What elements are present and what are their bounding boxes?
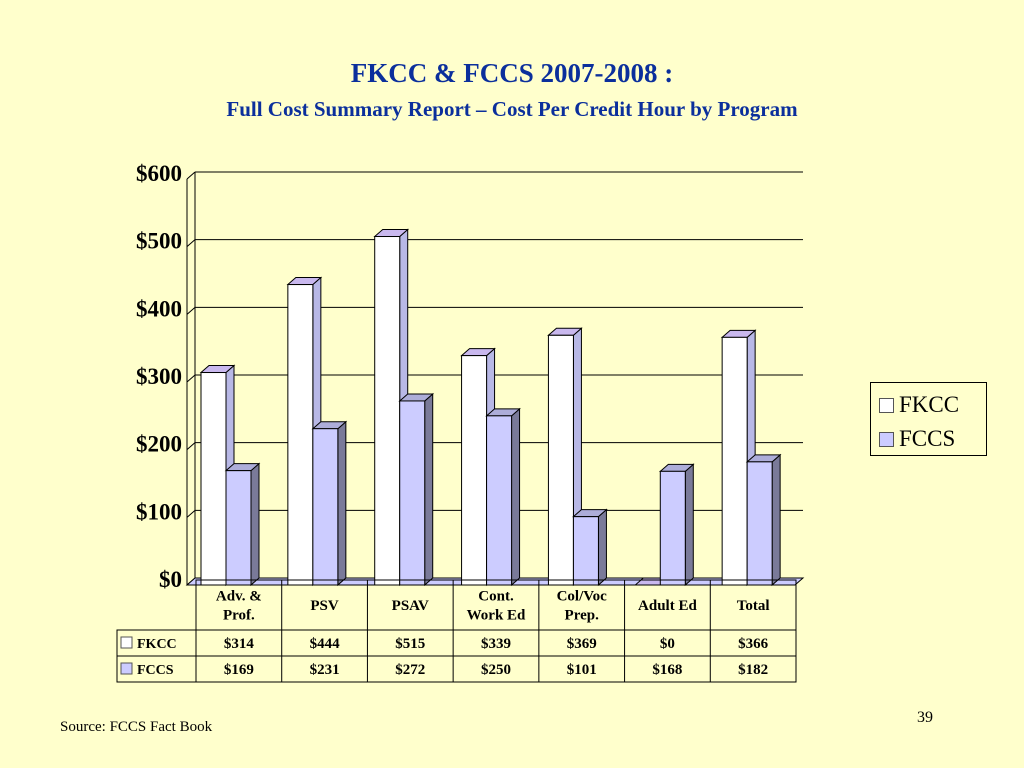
legend-item-fccs: FCCS	[879, 425, 955, 453]
bar-fccs	[485, 407, 521, 587]
gridline-depth	[186, 239, 196, 248]
bar-fccs	[224, 462, 261, 587]
source-note: Source: FCCS Fact Book	[60, 719, 213, 735]
bar-fccs	[311, 420, 348, 587]
y-tick-label: $400	[136, 296, 182, 321]
gridline-depth	[186, 374, 196, 383]
legend-label-fkcc: FKCC	[899, 392, 960, 417]
x-category-label: PSV	[310, 598, 339, 614]
table-value: $168	[652, 662, 682, 678]
x-category-label: PSAV	[392, 598, 429, 614]
x-category-label: Adult Ed	[638, 598, 697, 614]
y-tick-label: $500	[136, 229, 182, 254]
table-value: $314	[224, 636, 255, 652]
y-tick-label: $600	[136, 161, 182, 186]
bar-fccs	[572, 508, 608, 587]
y-tick-label: $200	[136, 432, 182, 457]
x-category-label: Total	[737, 598, 770, 614]
bar-fkcc	[720, 329, 757, 587]
table-swatch-fccs	[120, 662, 133, 675]
legend-swatch-fccs	[879, 431, 894, 447]
y-tick-label: $100	[136, 499, 182, 524]
legend-item-fkcc: FKCC	[879, 391, 959, 419]
table-value: $515	[395, 636, 425, 652]
chart-legend: FKCC FCCS	[870, 382, 987, 456]
y-tick-label: $0	[159, 567, 182, 592]
gridline-depth	[186, 306, 196, 315]
table-value: $444	[310, 636, 341, 652]
slide-title: FKCC & FCCS 2007-2008 :	[350, 58, 674, 88]
table-series-label: FKCC	[137, 637, 177, 652]
gridline-depth	[186, 171, 196, 180]
legend-label-fccs: FCCS	[899, 426, 956, 451]
x-category-label: Adv. &	[216, 589, 262, 605]
gridline-depth	[186, 442, 196, 451]
bar-fccs	[658, 463, 695, 587]
table-value: $0	[660, 636, 675, 652]
page-number: 39	[917, 709, 933, 726]
slide-subtitle: Full Cost Summary Report – Cost Per Cred…	[226, 97, 798, 121]
table-value: $231	[310, 662, 340, 678]
legend-swatch-fkcc	[879, 397, 894, 413]
table-value: $366	[738, 636, 769, 652]
table-swatch-fkcc	[120, 636, 133, 649]
bar-fccs	[398, 392, 435, 587]
y-tick-label: $300	[136, 364, 182, 389]
table-value: $182	[738, 662, 768, 678]
bar-fccs	[745, 453, 782, 587]
table-value: $272	[395, 662, 425, 678]
x-category-label: Col/Voc	[557, 589, 608, 605]
table-value: $339	[481, 636, 511, 652]
x-category-label: Prep.	[565, 608, 600, 624]
x-category-label: Cont.	[478, 589, 514, 605]
gridline-depth	[186, 509, 196, 518]
table-value: $369	[567, 636, 597, 652]
table-value: $169	[224, 662, 254, 678]
table-series-label: FCCS	[137, 663, 174, 678]
table-value: $250	[481, 662, 511, 678]
x-category-label: Prof.	[223, 608, 255, 624]
table-value: $101	[567, 662, 597, 678]
x-category-label: Work Ed	[467, 608, 526, 624]
